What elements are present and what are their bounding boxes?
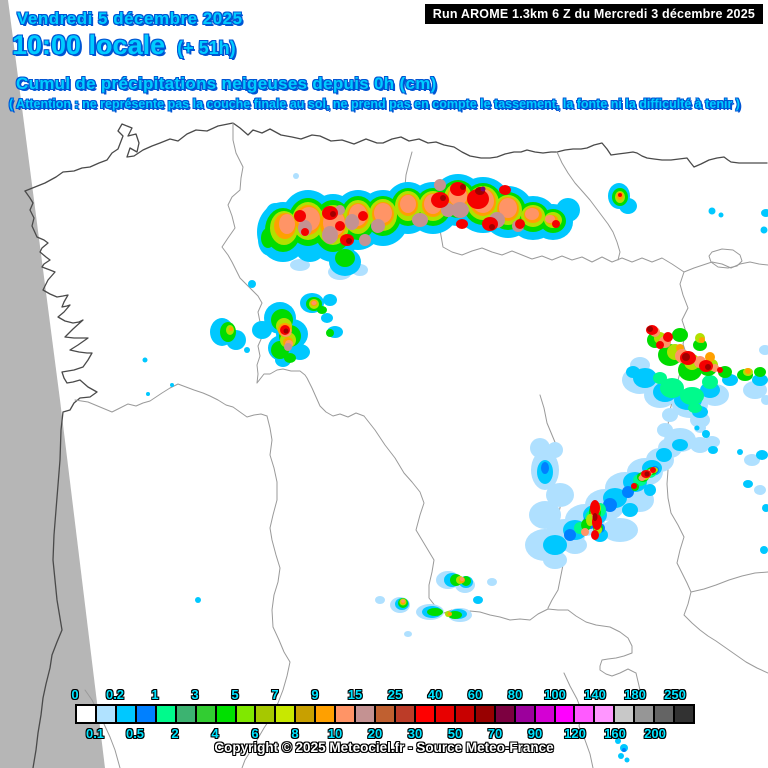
red-level <box>280 182 723 540</box>
legend-label: 15 <box>347 687 363 702</box>
legend-cell <box>553 706 574 722</box>
rosy-brown-level <box>284 179 524 351</box>
legend-cell <box>673 706 694 722</box>
legend-label: 90 <box>527 726 543 741</box>
legend-label: 180 <box>624 687 646 702</box>
legend-cell <box>633 706 654 722</box>
coastline <box>24 122 768 768</box>
legend-label: 0.1 <box>85 726 105 741</box>
copyright: Copyright © 2025 Meteociel.fr - Source M… <box>214 740 554 755</box>
legend-cell <box>194 706 215 722</box>
legend-cell <box>513 706 534 722</box>
legend-cell <box>134 706 155 722</box>
legend-label: 0.5 <box>125 726 145 741</box>
legend-label: 2 <box>171 726 179 741</box>
legend-cell <box>314 706 335 722</box>
dark-red-level <box>283 184 711 521</box>
legend-cell <box>593 706 614 722</box>
legend-label: 160 <box>604 726 626 741</box>
local-time: 10:00 locale <box>12 30 166 60</box>
warning-note: ( Attention : ne représente pas la couch… <box>9 97 740 111</box>
legend-label: 50 <box>447 726 463 741</box>
legend-cell <box>433 706 454 722</box>
legend-cell <box>473 706 494 722</box>
legend-cell <box>174 706 195 722</box>
snow-accumulation-overlay <box>142 173 768 763</box>
legend-cell <box>234 706 255 722</box>
legend-label: 9 <box>311 687 319 702</box>
legend-cell <box>613 706 634 722</box>
legend-label: 3 <box>191 687 199 702</box>
time-label: 10:00 locale (+ 51h) <box>12 30 236 61</box>
legend-label: 0.2 <box>105 687 125 702</box>
legend-cell <box>77 706 95 722</box>
legend-label: 8 <box>291 726 299 741</box>
legend-cell <box>653 706 674 722</box>
legend-label: 70 <box>487 726 503 741</box>
legend-label: 20 <box>367 726 383 741</box>
legend-cell <box>294 706 315 722</box>
legend-label: 6 <box>251 726 259 741</box>
legend-label: 60 <box>467 687 483 702</box>
date-label: Vendredi 5 décembre 2025 <box>17 9 243 28</box>
legend-label: 250 <box>664 687 686 702</box>
legend-label: 140 <box>584 687 606 702</box>
legend-cell <box>254 706 275 722</box>
legend-label: 40 <box>427 687 443 702</box>
legend-cell <box>154 706 175 722</box>
legend-label: 0 <box>71 687 79 702</box>
legend-cell <box>334 706 355 722</box>
legend-bar <box>75 704 695 724</box>
legend-cell <box>94 706 115 722</box>
legend-label: 25 <box>387 687 403 702</box>
forecast-offset: (+ 51h) <box>177 38 236 58</box>
legend-cell <box>533 706 554 722</box>
legend-cell <box>274 706 295 722</box>
map-title: Cumul de précipitations neigeuses depuis… <box>16 74 437 93</box>
legend-cell <box>453 706 474 722</box>
legend-label: 100 <box>544 687 566 702</box>
legend-label: 4 <box>211 726 219 741</box>
legend-label: 200 <box>644 726 666 741</box>
legend-cell <box>214 706 235 722</box>
legend-label: 5 <box>231 687 239 702</box>
legend-cell <box>354 706 375 722</box>
purple-level <box>480 186 486 192</box>
legend-label: 10 <box>327 726 343 741</box>
legend-label: 30 <box>407 726 423 741</box>
legend-cell <box>413 706 434 722</box>
legend-label: 80 <box>507 687 523 702</box>
legend-label: 7 <box>271 687 279 702</box>
legend-label: 1 <box>151 687 159 702</box>
legend-cell <box>114 706 135 722</box>
legend-cell <box>573 706 594 722</box>
legend-cell <box>493 706 514 722</box>
legend-cell <box>374 706 394 722</box>
legend-cell <box>394 706 414 722</box>
model-run-info-box: Run AROME 1.3km 6 Z du Mercredi 3 décemb… <box>424 4 763 24</box>
legend-label: 120 <box>564 726 586 741</box>
